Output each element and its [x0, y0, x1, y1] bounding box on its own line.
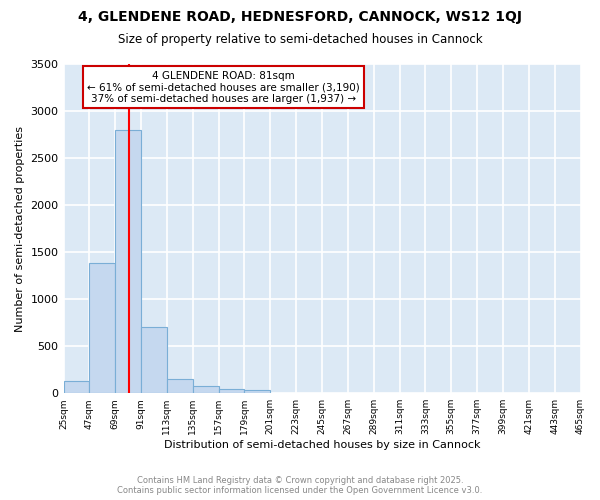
Bar	[218, 390, 244, 393]
Bar	[89, 264, 115, 393]
Text: Contains HM Land Registry data © Crown copyright and database right 2025.
Contai: Contains HM Land Registry data © Crown c…	[118, 476, 482, 495]
X-axis label: Distribution of semi-detached houses by size in Cannock: Distribution of semi-detached houses by …	[164, 440, 480, 450]
Text: 4 GLENDENE ROAD: 81sqm
← 61% of semi-detached houses are smaller (3,190)
37% of : 4 GLENDENE ROAD: 81sqm ← 61% of semi-det…	[88, 70, 360, 104]
Text: Size of property relative to semi-detached houses in Cannock: Size of property relative to semi-detach…	[118, 32, 482, 46]
Bar	[141, 328, 167, 393]
Bar	[193, 386, 218, 393]
Bar	[64, 381, 89, 393]
Bar	[167, 378, 193, 393]
Y-axis label: Number of semi-detached properties: Number of semi-detached properties	[15, 126, 25, 332]
Bar	[244, 390, 271, 393]
Bar	[115, 130, 141, 393]
Text: 4, GLENDENE ROAD, HEDNESFORD, CANNOCK, WS12 1QJ: 4, GLENDENE ROAD, HEDNESFORD, CANNOCK, W…	[78, 10, 522, 24]
